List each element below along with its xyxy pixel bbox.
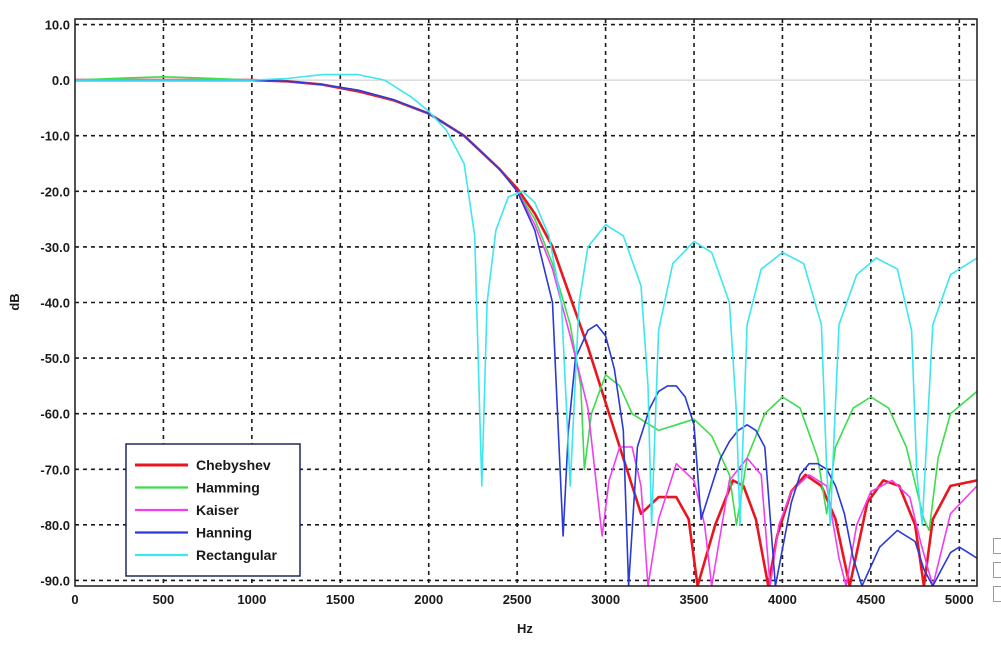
legend-label-kaiser: Kaiser [196,502,239,518]
y-tick-label: -20.0 [40,184,70,199]
y-tick-label: -30.0 [40,240,70,255]
x-tick-label: 3000 [591,592,620,607]
x-tick-label: 1000 [237,592,266,607]
x-tick-label: 3500 [680,592,709,607]
x-tick-label: 1500 [326,592,355,607]
x-tick-label: 0 [71,592,78,607]
legend: Chebyshev Hamming Kaiser Hanning Rectangular [125,443,301,577]
y-tick-label: -40.0 [40,296,70,311]
legend-label-chebyshev: Chebyshev [196,457,271,473]
x-tick-label: 5000 [945,592,974,607]
y-tick-label: -70.0 [40,462,70,477]
x-tick-label: 2000 [414,592,443,607]
y-axis-label: dB [7,293,22,310]
plot-frame [74,18,978,587]
y-tick-label: -80.0 [40,518,70,533]
y-tick-label: -50.0 [40,351,70,366]
y-tick-label: 10.0 [45,18,70,33]
legend-label-hanning: Hanning [196,525,252,541]
x-axis-tick-labels: 0 500 1000 1500 2000 2500 3000 3500 4000 4500 5000 [71,592,973,607]
x-axis-label: Hz [517,621,533,636]
y-tick-label: -90.0 [40,573,70,588]
x-tick-label: 4500 [856,592,885,607]
x-tick-label: 4000 [768,592,797,607]
y-axis-tick-labels: 10.0 0.0 -10.0 -20.0 -30.0 -40.0 -50.0 -60.0 -70… [40,18,70,589]
legend-label-hamming: Hamming [196,480,260,496]
side-control-box-3[interactable] [993,586,1001,602]
series-lines [75,73,977,586]
legend-label-rectangular: Rectangular [196,547,277,563]
series-line-rectangular [75,73,977,526]
side-control-box-1[interactable] [993,538,1001,554]
side-control-box-2[interactable] [993,562,1001,578]
x-tick-label: 2500 [503,592,532,607]
y-tick-label: -60.0 [40,407,70,422]
y-tick-label: -10.0 [40,129,70,144]
y-tick-label: 0.0 [52,73,70,88]
x-tick-label: 500 [153,592,175,607]
series-line-hanning [75,79,977,586]
